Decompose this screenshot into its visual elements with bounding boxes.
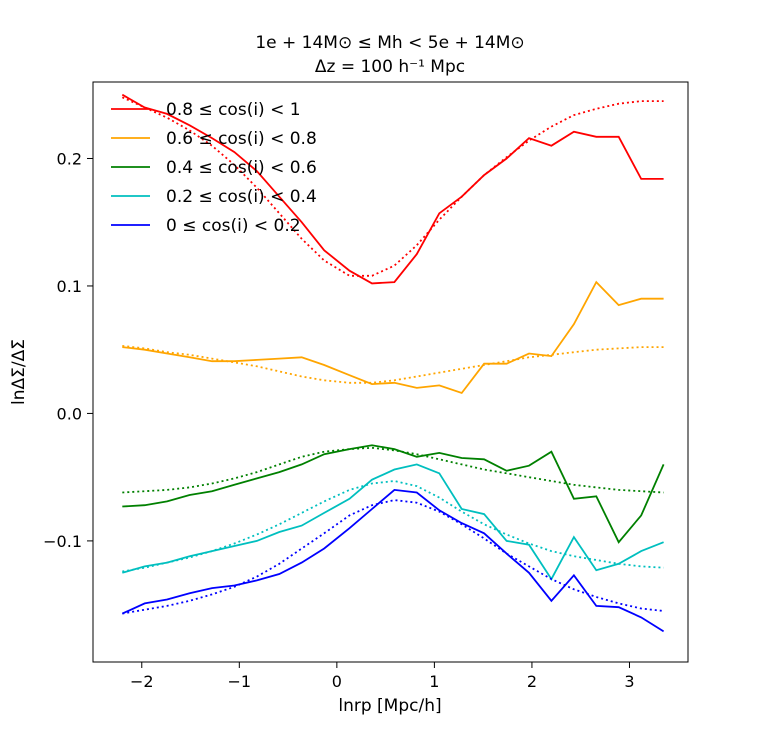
y-tick-label: 0.2 bbox=[57, 149, 82, 168]
x-tick-label: 3 bbox=[624, 672, 634, 691]
chart-title-line-2: Δz = 100 h⁻¹ Mpc bbox=[315, 57, 465, 77]
x-tick-label: 1 bbox=[429, 672, 439, 691]
series-line-3 bbox=[122, 444, 665, 544]
x-tick-label: 2 bbox=[527, 672, 537, 691]
series-line-1 bbox=[121, 93, 664, 285]
series-fit-line-3 bbox=[122, 446, 664, 494]
x-axis-label: lnrp [Mpc/h] bbox=[338, 696, 441, 716]
x-tick-label: 0 bbox=[332, 672, 342, 691]
series-line-2 bbox=[122, 280, 664, 395]
axis-ticks: −2 −1 0 1 2 3 −0.1 0.0 0.1 0.2 bbox=[43, 149, 634, 691]
y-tick-label: −0.1 bbox=[43, 532, 82, 551]
legend-label-4: 0.2 ≤ cos(i) < 0.4 bbox=[166, 187, 317, 207]
plot-frame bbox=[92, 81, 689, 663]
y-axis-label: lnΔΣ/ΔΣ̄ bbox=[9, 339, 29, 405]
x-tick-label: −2 bbox=[130, 672, 154, 691]
chart-title: 1e + 14M⊙ ≤ Mh < 5e + 14M⊙ Δz = 100 h⁻¹ … bbox=[255, 33, 524, 77]
legend-label-3: 0.4 ≤ cos(i) < 0.6 bbox=[166, 158, 317, 178]
legend-label-5: 0 ≤ cos(i) < 0.2 bbox=[166, 216, 301, 236]
y-tick-label: 0.1 bbox=[57, 277, 82, 296]
x-tick-label: −1 bbox=[228, 672, 252, 691]
series-line-4 bbox=[122, 463, 664, 581]
y-tick-label: 0.0 bbox=[57, 404, 82, 423]
chart-title-line-1: 1e + 14M⊙ ≤ Mh < 5e + 14M⊙ bbox=[255, 33, 524, 53]
series-fit-line-4 bbox=[122, 480, 664, 573]
legend: 0.8 ≤ cos(i) < 1 0.6 ≤ cos(i) < 0.8 0.4 ≤ … bbox=[111, 100, 317, 236]
series-fit-line-2 bbox=[122, 345, 664, 384]
legend-label-1: 0.8 ≤ cos(i) < 1 bbox=[166, 100, 301, 120]
series-fit-line-1 bbox=[121, 96, 664, 277]
series-fit-line-5 bbox=[122, 499, 664, 615]
series-lines bbox=[121, 93, 665, 633]
legend-label-2: 0.6 ≤ cos(i) < 0.8 bbox=[166, 129, 317, 149]
series-line-5 bbox=[121, 488, 665, 633]
